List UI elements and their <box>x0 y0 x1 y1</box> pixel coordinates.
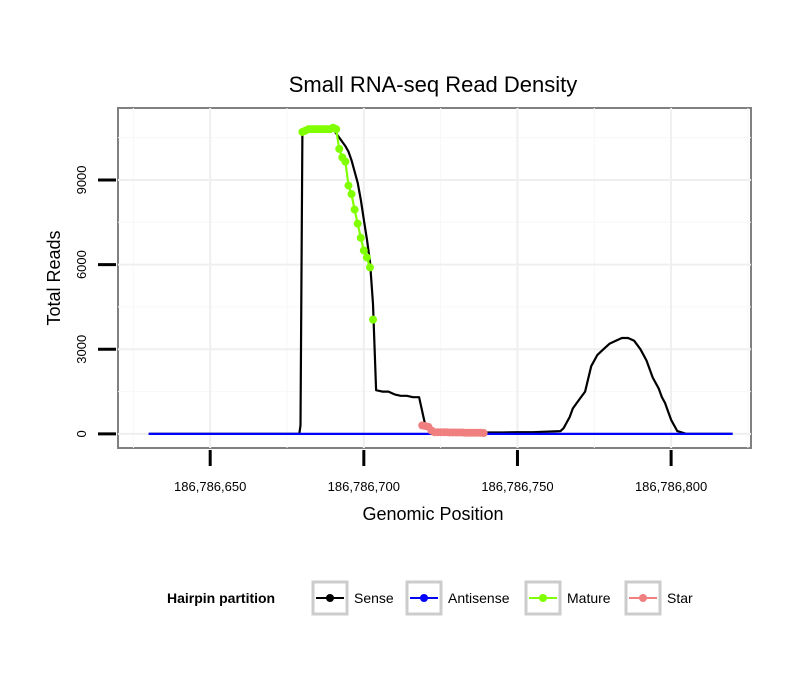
data-point-mature <box>347 190 356 199</box>
data-point-mature-tail <box>369 315 378 324</box>
legend-item-mature: Mature <box>524 580 611 616</box>
legend: Hairpin partition Sense Antisense Mature St… <box>167 580 693 616</box>
data-point-star <box>479 429 488 438</box>
legend-item-star: Star <box>624 580 693 616</box>
y-axis: 0 3000 6000 9000 <box>74 165 116 438</box>
plot-panel <box>117 107 752 449</box>
x-tick-label: 186,786,700 <box>328 479 400 494</box>
data-point-mature <box>353 219 362 228</box>
legend-item-sense: Sense <box>311 580 394 616</box>
x-axis: 186,786,650 186,786,700 186,786,750 186,786… <box>174 450 707 494</box>
data-point-mature <box>332 125 341 134</box>
x-tick-label: 186,786,800 <box>635 479 707 494</box>
legend-item-antisense: Antisense <box>405 580 510 616</box>
legend-key-point <box>420 594 428 602</box>
y-tick-label: 6000 <box>74 250 89 279</box>
y-axis-title: Total Reads <box>44 230 64 325</box>
x-tick-label: 186,786,750 <box>481 479 553 494</box>
legend-label: Antisense <box>448 590 510 606</box>
legend-key-point <box>639 594 647 602</box>
data-point-mature <box>359 246 368 255</box>
legend-label: Sense <box>354 590 394 606</box>
y-tick-label: 3000 <box>74 335 89 364</box>
data-point-mature <box>350 205 359 214</box>
data-point-mature <box>344 181 353 190</box>
series-layer <box>148 123 733 438</box>
legend-label: Mature <box>567 590 611 606</box>
data-point-mature <box>356 233 365 242</box>
data-point-mature <box>365 263 374 272</box>
legend-label: Star <box>667 590 693 606</box>
legend-key-point <box>539 594 547 602</box>
data-point-mature <box>335 144 344 153</box>
data-point-mature <box>362 253 371 262</box>
x-tick-label: 186,786,650 <box>174 479 246 494</box>
y-tick-label: 0 <box>74 430 89 437</box>
chart-title: Small RNA-seq Read Density <box>289 72 578 97</box>
data-point-mature <box>341 157 350 166</box>
series-line-sense <box>148 128 733 435</box>
legend-key-point <box>326 594 334 602</box>
legend-title: Hairpin partition <box>167 590 275 606</box>
y-tick-label: 9000 <box>74 165 89 194</box>
x-axis-title: Genomic Position <box>362 504 503 524</box>
